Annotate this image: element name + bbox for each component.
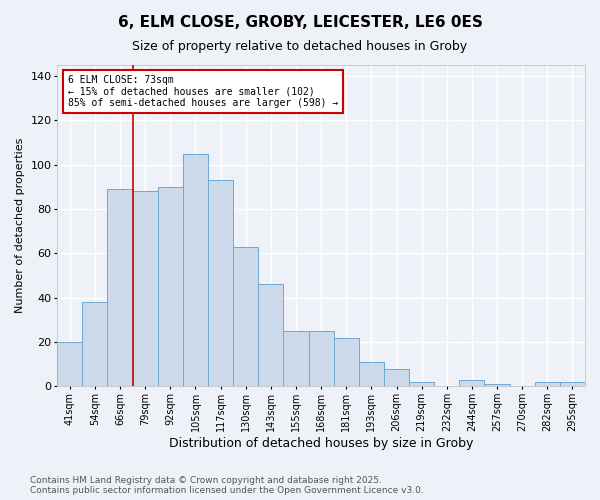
Bar <box>258 284 283 386</box>
Bar <box>308 331 334 386</box>
Bar <box>183 154 208 386</box>
Text: 6 ELM CLOSE: 73sqm
← 15% of detached houses are smaller (102)
85% of semi-detach: 6 ELM CLOSE: 73sqm ← 15% of detached hou… <box>68 74 338 108</box>
Bar <box>384 368 409 386</box>
Bar <box>409 382 434 386</box>
Bar <box>283 331 308 386</box>
Y-axis label: Number of detached properties: Number of detached properties <box>15 138 25 314</box>
X-axis label: Distribution of detached houses by size in Groby: Distribution of detached houses by size … <box>169 437 473 450</box>
Bar <box>560 382 585 386</box>
Text: 6, ELM CLOSE, GROBY, LEICESTER, LE6 0ES: 6, ELM CLOSE, GROBY, LEICESTER, LE6 0ES <box>118 15 482 30</box>
Bar <box>133 192 158 386</box>
Bar <box>535 382 560 386</box>
Bar <box>359 362 384 386</box>
Bar <box>57 342 82 386</box>
Text: Size of property relative to detached houses in Groby: Size of property relative to detached ho… <box>133 40 467 53</box>
Bar <box>107 189 133 386</box>
Bar <box>334 338 359 386</box>
Bar <box>460 380 484 386</box>
Bar <box>158 187 183 386</box>
Bar <box>208 180 233 386</box>
Text: Contains HM Land Registry data © Crown copyright and database right 2025.
Contai: Contains HM Land Registry data © Crown c… <box>30 476 424 495</box>
Bar <box>484 384 509 386</box>
Bar <box>82 302 107 386</box>
Bar <box>233 247 258 386</box>
